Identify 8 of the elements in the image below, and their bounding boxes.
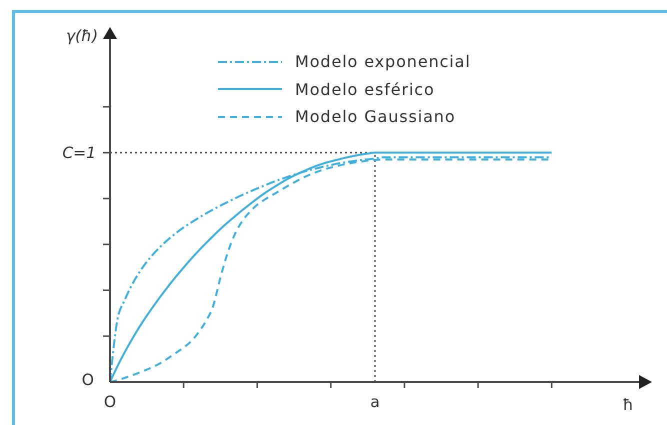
legend-label: Modelo Gaussiano [295,107,456,126]
text: γ(ħ) [66,27,98,46]
legend-label: Modelo esférico [295,80,435,99]
text: O [82,371,94,390]
x-tick-label: a [370,393,380,412]
x-axis-title: ħ [622,396,634,414]
legend-label: Modelo exponencial [295,52,471,72]
ref-line-label: C=1 [62,144,96,162]
